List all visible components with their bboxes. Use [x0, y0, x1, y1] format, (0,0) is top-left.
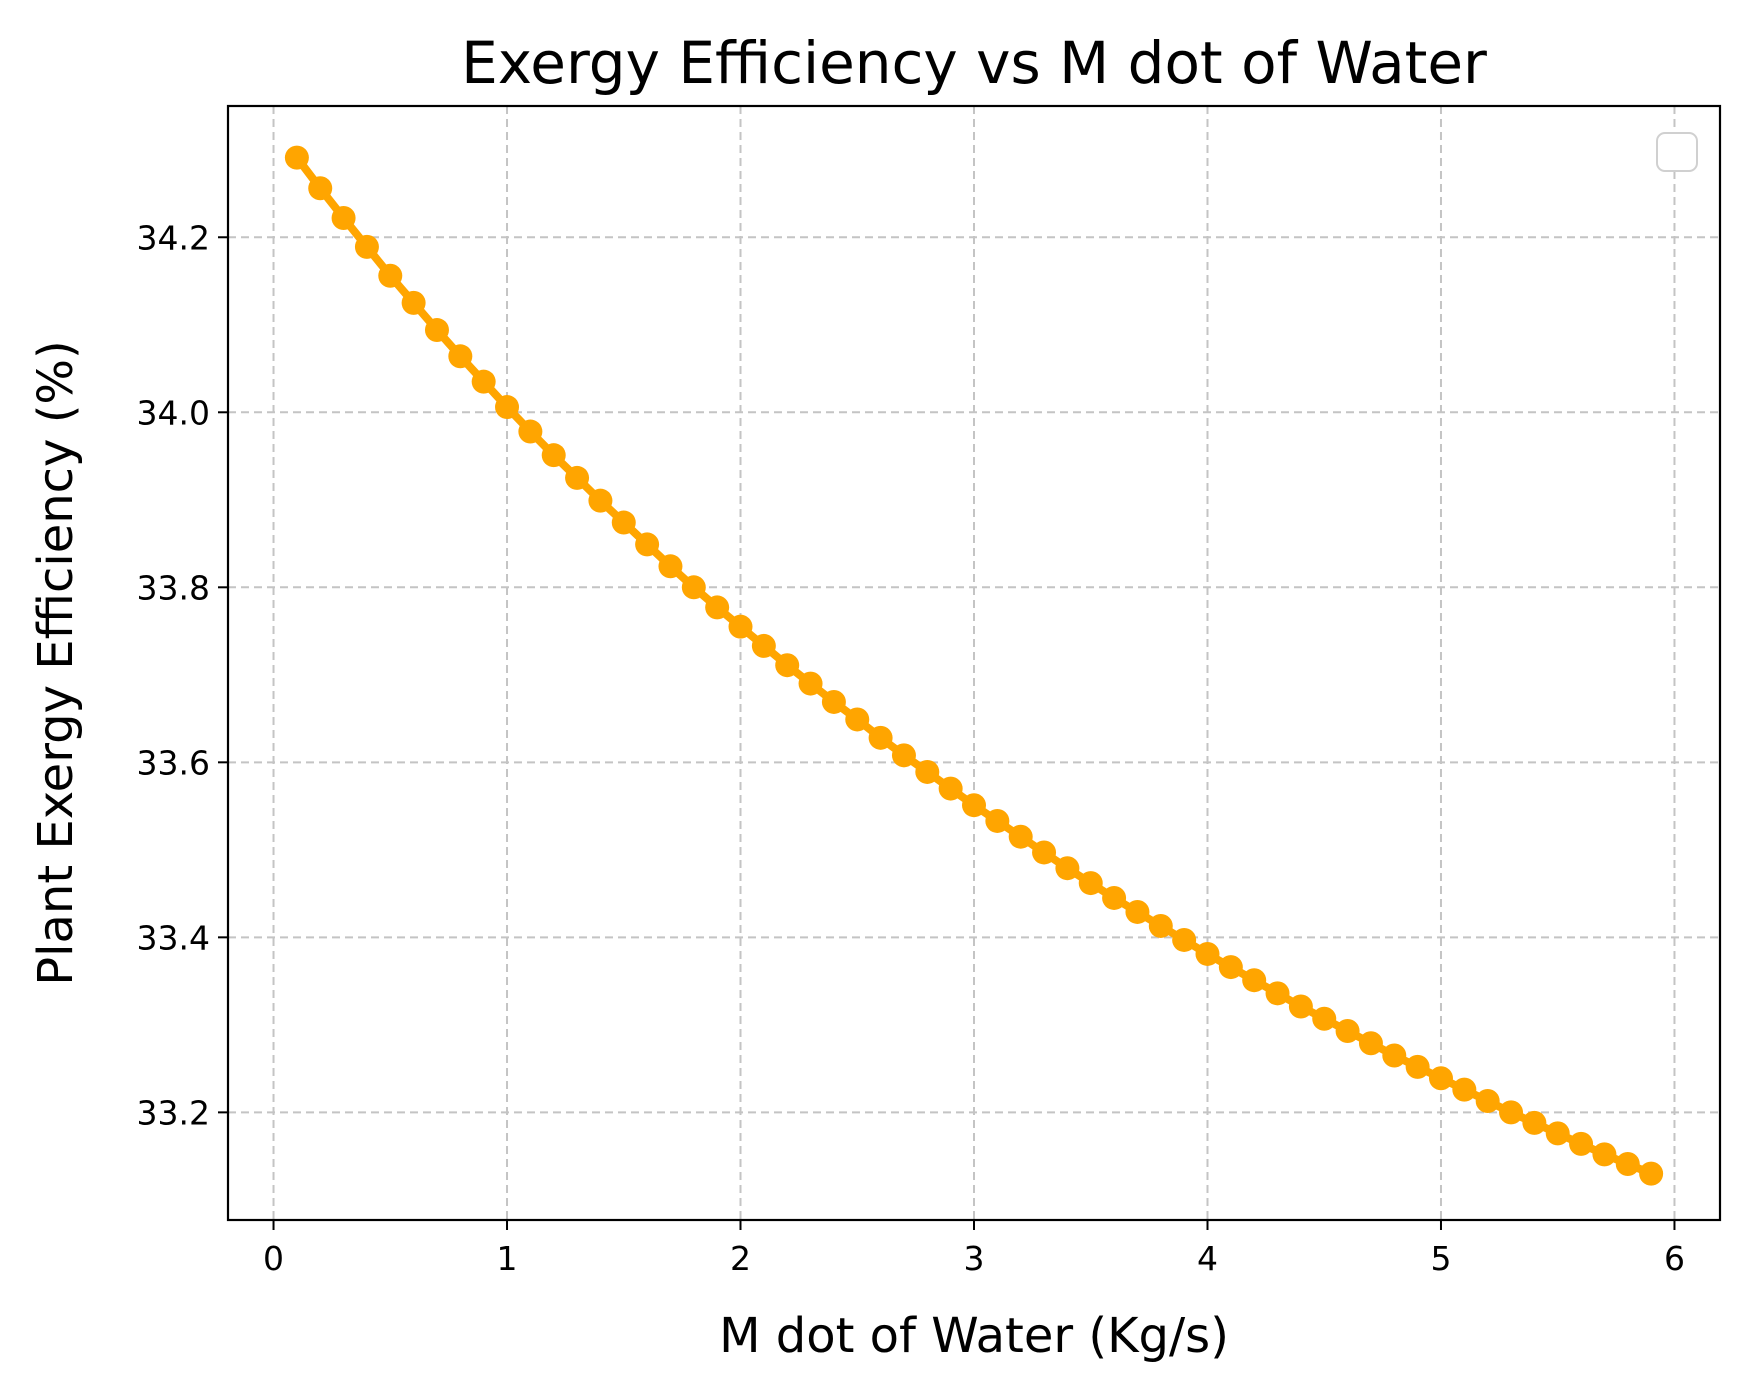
data-point: [1358, 1031, 1383, 1056]
data-point: [1475, 1088, 1500, 1113]
x-axis-label: M dot of Water (Kg/s): [719, 1308, 1229, 1364]
x-tick-label: 0: [263, 1239, 284, 1278]
data-point: [1569, 1131, 1594, 1156]
data-point: [331, 206, 356, 231]
data-point: [845, 707, 870, 732]
data-point: [471, 369, 496, 394]
data-point: [1242, 968, 1267, 993]
data-point: [1102, 885, 1127, 910]
data-point: [1522, 1110, 1547, 1135]
x-tick-label: 4: [1197, 1239, 1218, 1278]
data-point: [1312, 1006, 1337, 1031]
data-point: [1288, 994, 1313, 1019]
data-point: [962, 793, 986, 818]
x-tick-label: 1: [497, 1239, 518, 1278]
data-point: [308, 176, 333, 201]
y-tick-label: 34.0: [137, 393, 210, 432]
data-point: [891, 743, 916, 768]
data-point: [1405, 1054, 1430, 1079]
data-point: [728, 614, 753, 639]
data-point: [915, 759, 940, 784]
y-tick-label: 33.4: [137, 918, 210, 957]
data-point: [635, 532, 660, 557]
data-point: [1008, 824, 1033, 849]
data-point: [1545, 1121, 1570, 1146]
data-point: [775, 653, 800, 678]
data-point: [588, 488, 613, 513]
data-point: [401, 290, 426, 315]
chart-title: Exergy Efficiency vs M dot of Water: [461, 29, 1487, 97]
data-point: [1172, 927, 1197, 952]
data-point: [1639, 1161, 1664, 1186]
data-point: [658, 554, 683, 579]
data-point: [1499, 1100, 1524, 1125]
data-point: [424, 318, 449, 343]
data-point: [1125, 899, 1150, 924]
data-point: [1615, 1151, 1640, 1176]
series-layer: [284, 145, 1664, 1186]
data-point: [705, 595, 730, 620]
data-point: [1055, 856, 1080, 881]
data-point: [1195, 941, 1220, 966]
data-point: [541, 443, 566, 468]
x-tick-label: 5: [1430, 1239, 1451, 1278]
data-point: [1428, 1066, 1453, 1091]
data-point: [448, 344, 473, 369]
data-point: [751, 633, 776, 658]
y-tick-label: 34.2: [137, 218, 210, 257]
data-point: [868, 725, 893, 750]
x-tick-label: 2: [730, 1239, 751, 1278]
x-axis-ticks: 0 1 2 3 4 5 6: [263, 1220, 1685, 1278]
y-tick-label: 33.6: [137, 743, 210, 782]
data-point: [1452, 1077, 1477, 1102]
data-point: [821, 689, 846, 714]
data-point: [1335, 1018, 1360, 1043]
data-point: [1382, 1043, 1407, 1068]
data-point: [1078, 871, 1103, 896]
data-point: [611, 510, 636, 535]
legend-box: [1656, 132, 1698, 172]
x-tick-label: 3: [964, 1239, 985, 1278]
data-point: [1218, 955, 1243, 980]
data-point: [1592, 1142, 1617, 1167]
data-point: [798, 671, 823, 696]
x-tick-label: 6: [1664, 1239, 1685, 1278]
y-axis-ticks: 33.2 33.4 33.6 33.8 34.0 34.2: [137, 218, 228, 1132]
grid: [228, 106, 1720, 1220]
data-point: [378, 263, 403, 288]
data-point: [1148, 913, 1173, 938]
data-point: [985, 808, 1010, 833]
data-point: [1032, 840, 1057, 865]
data-point: [938, 776, 963, 801]
data-point: [681, 575, 706, 600]
data-point: [518, 419, 543, 444]
data-point: [354, 234, 379, 259]
y-tick-label: 33.8: [137, 568, 210, 607]
data-point: [1265, 981, 1290, 1006]
data-point: [284, 145, 309, 170]
data-point: [495, 395, 520, 420]
y-axis-label: Plant Exergy Efficiency (%): [28, 340, 84, 986]
y-tick-label: 33.2: [137, 1093, 210, 1132]
data-point: [565, 465, 590, 490]
